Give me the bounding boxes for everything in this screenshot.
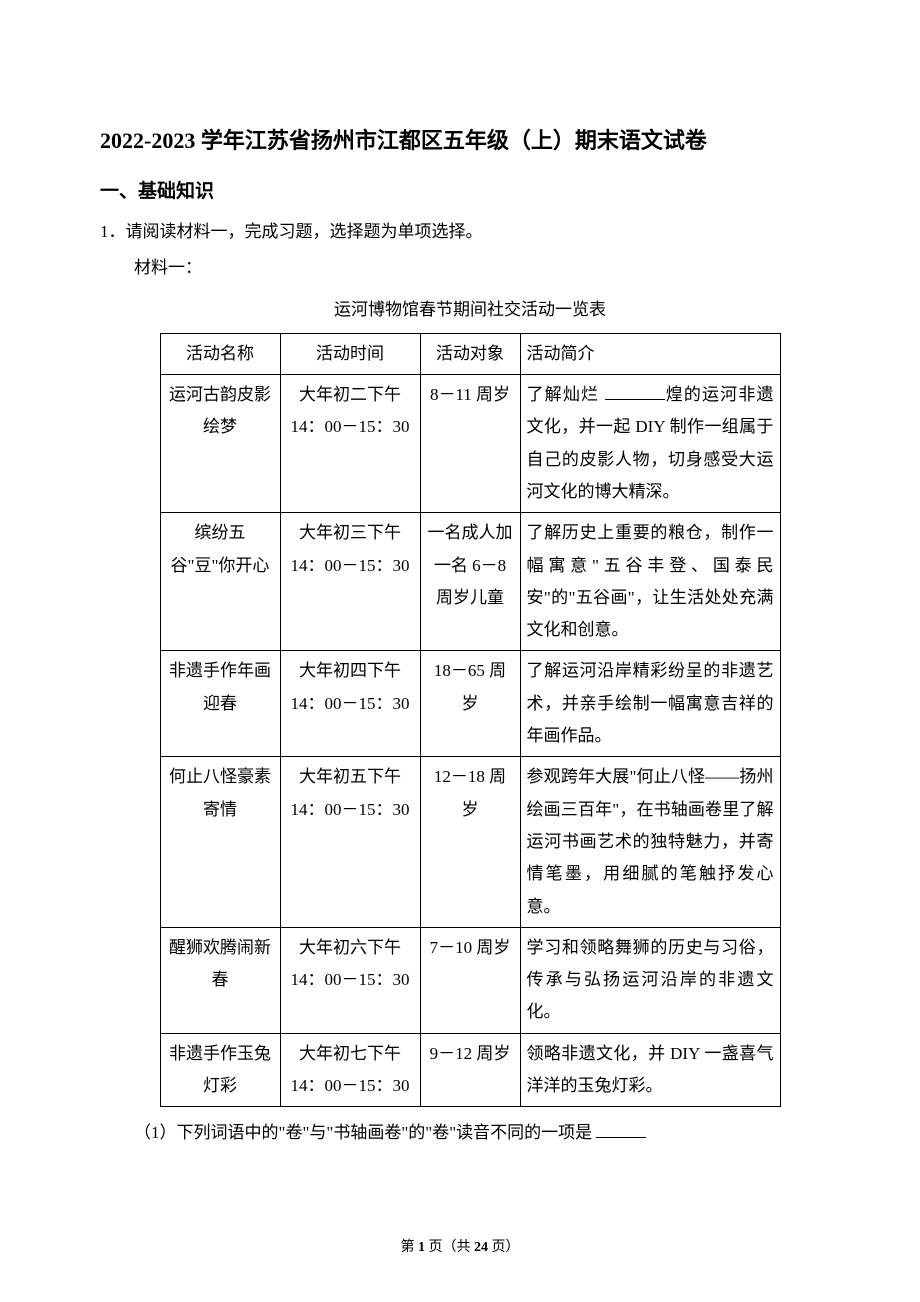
cell-time: 大年初四下午 14：00－15：30 [280,651,420,757]
desc-pre: 了解灿烂 [527,385,605,404]
cell-time: 大年初二下午 14：00－15：30 [280,375,420,513]
activities-table: 活动名称 活动时间 活动对象 活动简介 运河古韵皮影绘梦 大年初二下午 14：0… [160,333,781,1108]
footer-total-pages: 24 [474,1240,488,1255]
table-row: 醒狮欢腾闹新春 大年初六下午 14：00－15：30 7－10 周岁 学习和领略… [160,927,780,1033]
table-header-time: 活动时间 [280,333,420,374]
sub-question: （1）下列词语中的"卷"与"书轴画卷"的"卷"读音不同的一项是 [134,1117,840,1149]
fill-blank [605,383,665,400]
table-row: 非遗手作玉兔灯彩 大年初七下午 14：00－15：30 9－12 周岁 领略非遗… [160,1033,780,1107]
cell-desc: 了解运河沿岸精彩纷呈的非遗艺术，并亲手绘制一幅寓意吉祥的年画作品。 [520,651,780,757]
cell-time: 大年初五下午 14：00－15：30 [280,757,420,927]
cell-name: 缤纷五谷"豆"你开心 [160,513,280,651]
table-row: 运河古韵皮影绘梦 大年初二下午 14：00－15：30 8－11 周岁 了解灿烂… [160,375,780,513]
table-row: 缤纷五谷"豆"你开心 大年初三下午 14：00－15：30 一名成人加一名 6－… [160,513,780,651]
cell-name: 非遗手作玉兔灯彩 [160,1033,280,1107]
cell-target: 一名成人加一名 6－8 周岁儿童 [420,513,520,651]
cell-target: 9－12 周岁 [420,1033,520,1107]
cell-target: 18－65 周岁 [420,651,520,757]
footer-suffix: 页） [488,1240,520,1255]
cell-time: 大年初三下午 14：00－15：30 [280,513,420,651]
sub-question-text: （1）下列词语中的"卷"与"书轴画卷"的"卷"读音不同的一项是 [134,1123,596,1142]
cell-name: 非遗手作年画迎春 [160,651,280,757]
answer-blank [596,1121,646,1138]
cell-desc: 领略非遗文化，并 DIY 一盏喜气洋洋的玉兔灯彩。 [520,1033,780,1107]
cell-name: 何止八怪豪素寄情 [160,757,280,927]
material-label: 材料一： [134,252,840,284]
cell-time: 大年初六下午 14：00－15：30 [280,927,420,1033]
document-title: 2022-2023 学年江苏省扬州市江都区五年级（上）期末语文试卷 [100,120,840,162]
cell-desc: 了解历史上重要的粮仓，制作一幅寓意"五谷丰登、国泰民安"的"五谷画"，让生活处处… [520,513,780,651]
cell-target: 12－18 周岁 [420,757,520,927]
cell-target: 8－11 周岁 [420,375,520,513]
footer-mid: 页（共 [425,1240,474,1255]
page-footer: 第 1 页（共 24 页） [0,1235,920,1262]
cell-name: 醒狮欢腾闹新春 [160,927,280,1033]
table-row: 非遗手作年画迎春 大年初四下午 14：00－15：30 18－65 周岁 了解运… [160,651,780,757]
footer-prefix: 第 [401,1240,419,1255]
cell-desc: 参观跨年大展"何止八怪——扬州绘画三百年"，在书轴画卷里了解运河书画艺术的独特魅… [520,757,780,927]
table-row: 何止八怪豪素寄情 大年初五下午 14：00－15：30 12－18 周岁 参观跨… [160,757,780,927]
table-header-target: 活动对象 [420,333,520,374]
table-caption: 运河博物馆春节期间社交活动一览表 [100,294,840,326]
cell-desc: 了解灿烂 煌的运河非遗文化，并一起 DIY 制作一组属于自己的皮影人物，切身感受… [520,375,780,513]
cell-time: 大年初七下午 14：00－15：30 [280,1033,420,1107]
section-heading: 一、基础知识 [100,174,840,210]
cell-name: 运河古韵皮影绘梦 [160,375,280,513]
cell-desc: 学习和领略舞狮的历史与习俗，传承与弘扬运河沿岸的非遗文化。 [520,927,780,1033]
cell-target: 7－10 周岁 [420,927,520,1033]
footer-current-page: 1 [418,1240,425,1255]
table-header-row: 活动名称 活动时间 活动对象 活动简介 [160,333,780,374]
question-intro: 1．请阅读材料一，完成习题，选择题为单项选择。 [100,216,840,248]
table-header-name: 活动名称 [160,333,280,374]
table-header-desc: 活动简介 [520,333,780,374]
